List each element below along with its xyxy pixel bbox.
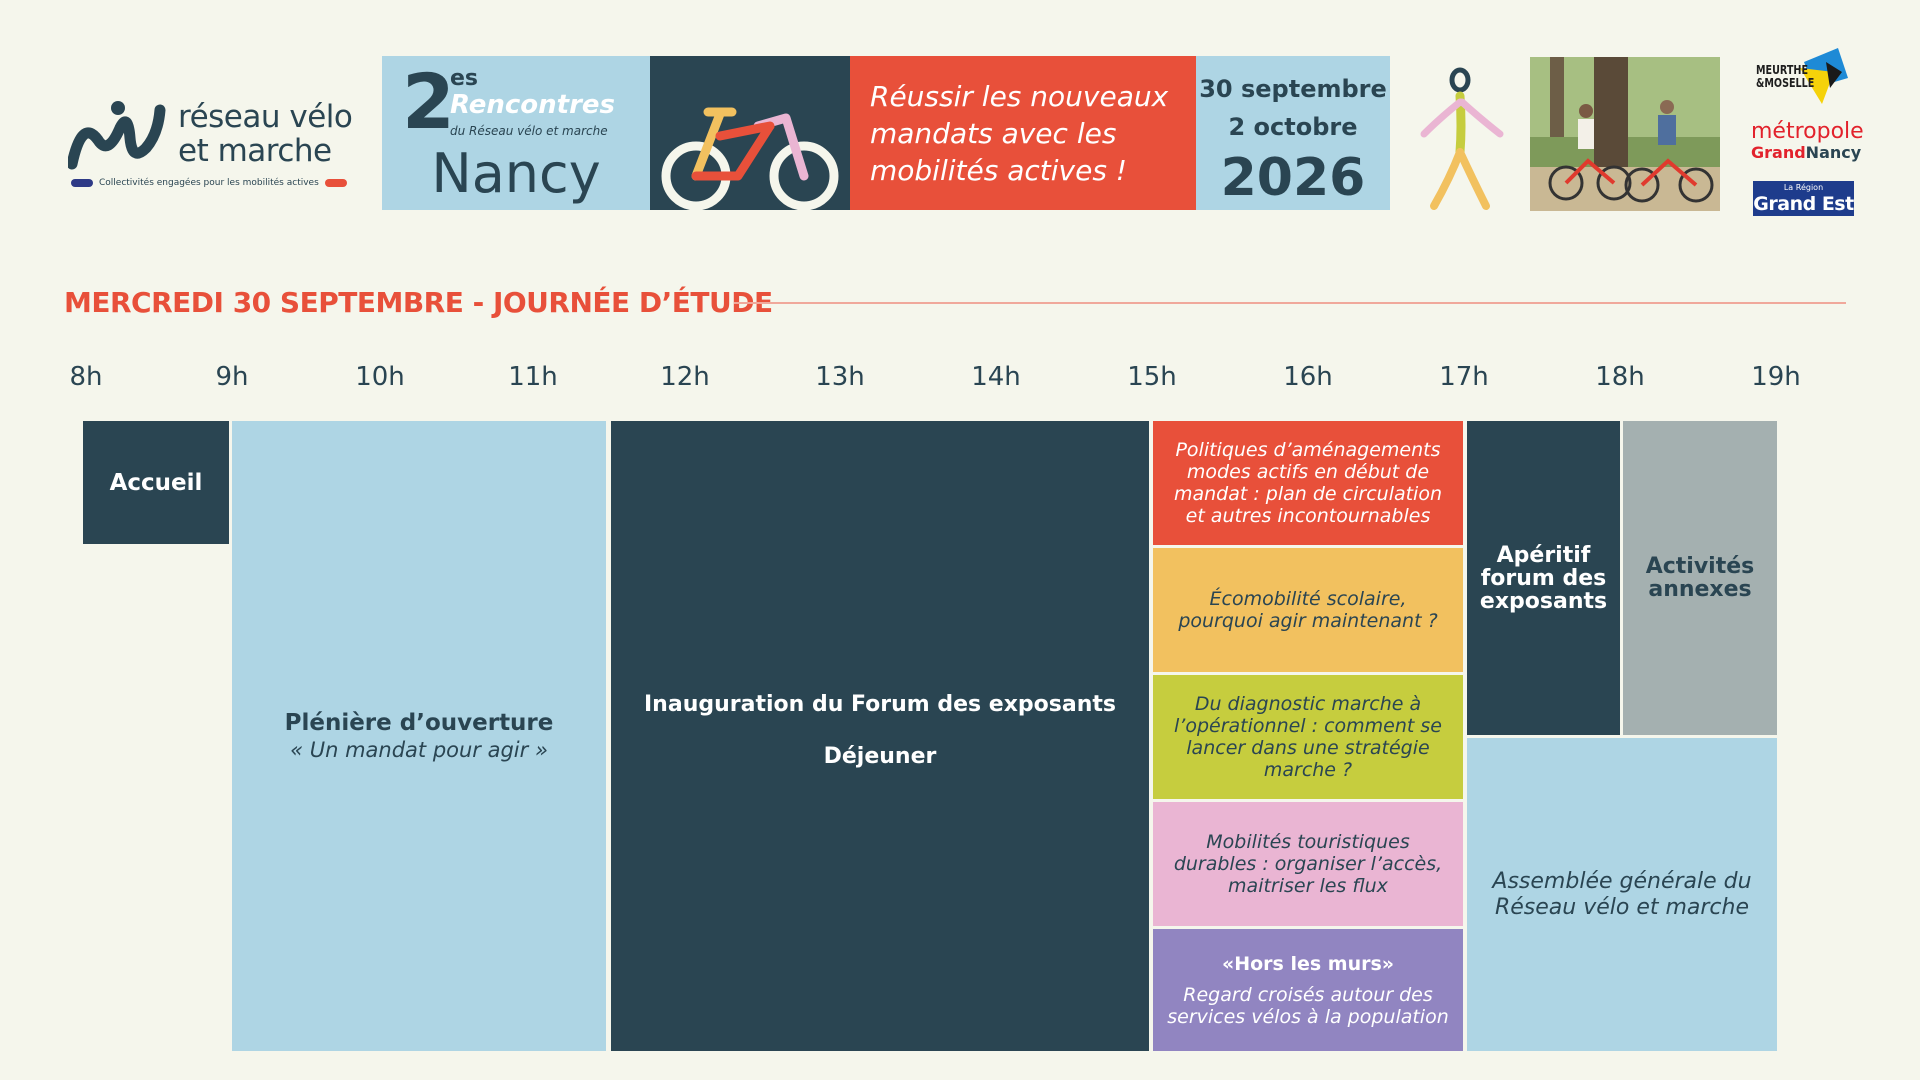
hour-label: 14h (971, 362, 1021, 392)
logo-line1: réseau vélo (178, 99, 353, 135)
workshop-marche-block: Du diagnostic marche à l’opérationnel : … (1153, 675, 1463, 799)
workshop-tourisme-label: Mobilités touristiques durables : organi… (1173, 831, 1443, 897)
hour-label: 11h (508, 362, 558, 392)
meurthe-moselle-logo: MEURTHE &MOSELLE (1756, 48, 1848, 110)
grand-nancy-text: GrandNancy (1751, 143, 1862, 162)
workshop-politiques-block: Politiques d’aménagements modes actifs e… (1153, 421, 1463, 545)
region-name: Grand Est (1753, 193, 1854, 215)
hour-label: 10h (355, 362, 405, 392)
date-start: 30 septembre (1199, 75, 1387, 103)
day-title: MERCREDI 30 SEPTEMBRE - JOURNÉE D’ÉTUDE (64, 286, 773, 319)
event-year: 2026 (1220, 148, 1366, 208)
walking-figure-icon (1416, 66, 1506, 216)
assemblee-block: Assemblée générale du Réseau vélo et mar… (1467, 738, 1777, 1051)
banner-message: Réussir les nouveaux mandats avec les mo… (870, 80, 1169, 187)
logo-tagline: Collectivités engagées pour les mobilité… (71, 178, 347, 188)
date-end: 2 octobre (1228, 113, 1358, 141)
aperitif-label: Apéritif forum des exposants (1479, 542, 1608, 614)
edition-ordinal: es (450, 66, 479, 91)
pleniere-block: Plénière d’ouverture « Un mandat pour ag… (232, 421, 606, 1051)
pleniere-subtitle: « Un mandat pour agir » (290, 738, 548, 762)
hour-label: 19h (1751, 362, 1801, 392)
metropole-grand-nancy-logo: métropole GrandNancy (1751, 119, 1864, 162)
workshop-marche-label: Du diagnostic marche à l’opérationnel : … (1174, 693, 1442, 781)
edition-number: 2 (402, 57, 455, 146)
hour-label: 16h (1283, 362, 1333, 392)
workshop-ecomobilite-block: Écomobilité scolaire, pourquoi agir main… (1153, 548, 1463, 672)
accueil-label: Accueil (109, 469, 203, 496)
meurthe-moselle-text: MEURTHE &MOSELLE (1756, 63, 1815, 90)
accueil-block: Accueil (83, 421, 229, 544)
hour-label: 12h (660, 362, 710, 392)
bicycle-icon (661, 107, 839, 210)
title-divider (734, 302, 1846, 304)
cyclists-photo (1530, 57, 1720, 211)
pleniere-title: Plénière d’ouverture (284, 710, 554, 736)
banner-bike-panel (650, 56, 850, 210)
hour-label: 15h (1127, 362, 1177, 392)
event-banner: 2 es Rencontres du Réseau vélo et marche… (382, 56, 1390, 210)
inauguration-label: Inauguration du Forum des exposants (644, 692, 1116, 717)
metropole-text: métropole (1751, 119, 1864, 144)
banner-title-panel: 2 es Rencontres du Réseau vélo et marche… (382, 56, 650, 210)
event-name: Rencontres (450, 90, 616, 120)
tagline-bar-right (324, 179, 347, 187)
tagline-bar-left (71, 179, 93, 187)
aperitif-block: Apéritif forum des exposants (1467, 421, 1620, 735)
hors-les-murs-desc: Regard croisés autour des services vélos… (1167, 984, 1449, 1028)
activites-label: Activités annexes (1645, 554, 1755, 602)
banner-message-panel: Réussir les nouveaux mandats avec les mo… (850, 56, 1196, 210)
workshop-ecomobilite-label: Écomobilité scolaire, pourquoi agir main… (1178, 588, 1438, 632)
partner-logos: MEURTHE &MOSELLE métropole GrandNancy La… (1748, 46, 1864, 218)
hors-les-murs-title: «Hors les murs» (1221, 953, 1395, 975)
dejeuner-label: Déjeuner (823, 744, 937, 769)
hour-label: 8h (69, 362, 103, 392)
banner-dates-panel: 30 septembre 2 octobre 2026 (1196, 56, 1390, 210)
event-subtitle: du Réseau vélo et marche (450, 124, 608, 138)
hour-label: 13h (815, 362, 865, 392)
logo-line2: et marche (178, 133, 332, 169)
workshop-hors-les-murs-block: «Hors les murs» Regard croisés autour de… (1153, 929, 1463, 1051)
tagline-text: Collectivités engagées pour les mobilité… (99, 178, 319, 188)
assemblee-label: Assemblée générale du Réseau vélo et mar… (1492, 868, 1752, 920)
logo-text: réseau vélo et marche (178, 99, 353, 169)
reseau-velo-marche-logo: réseau vélo et marche Collectivités enga… (68, 92, 358, 202)
hour-label: 9h (215, 362, 249, 392)
hour-label: 17h (1439, 362, 1489, 392)
event-city: Nancy (431, 142, 601, 205)
logo-mark-icon (68, 101, 166, 170)
region-label: La Région (1783, 183, 1824, 192)
activites-block: Activités annexes (1623, 421, 1777, 735)
workshop-tourisme-block: Mobilités touristiques durables : organi… (1153, 802, 1463, 926)
region-grand-est-logo: La Région Grand Est (1753, 181, 1854, 216)
workshop-politiques-label: Politiques d’aménagements modes actifs e… (1173, 439, 1443, 527)
inauguration-dejeuner-block: Inauguration du Forum des exposants Déje… (611, 421, 1149, 1051)
hour-label: 18h (1595, 362, 1645, 392)
